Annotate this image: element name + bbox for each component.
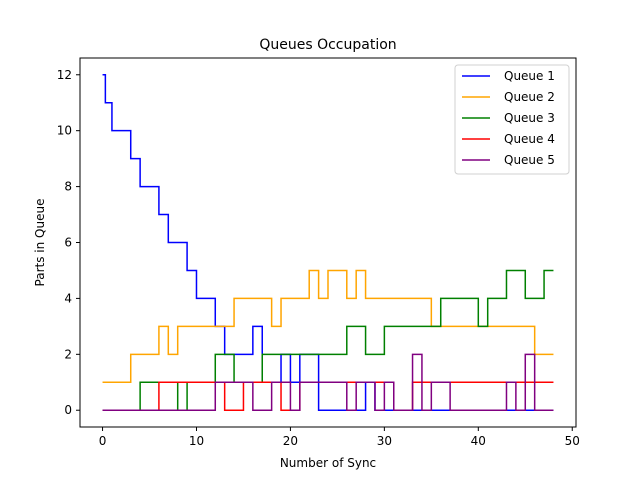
- chart-title: Queues Occupation: [259, 37, 396, 53]
- legend-label-queue-4: Queue 4: [504, 132, 555, 146]
- series-line-queue-5: [102, 353, 554, 411]
- legend-label-queue-5: Queue 5: [504, 153, 555, 167]
- series-line-queue-3: [102, 269, 554, 411]
- legend-label-queue-2: Queue 2: [504, 90, 555, 104]
- y-axis-ticks: 0 2 4 6 8 10 12: [57, 68, 80, 417]
- legend-frame: [454, 64, 570, 175]
- series-group: [102, 74, 554, 411]
- y-tick-label: 4: [64, 291, 72, 305]
- y-axis-label: Parts in Queue: [33, 199, 47, 287]
- x-tick-label: 50: [565, 434, 580, 448]
- x-tick-label: 0: [99, 434, 107, 448]
- x-axis-label: Number of Sync: [280, 456, 376, 470]
- series-line-queue-4: [102, 381, 554, 411]
- y-tick-label: 12: [57, 68, 72, 82]
- y-tick-label: 2: [64, 347, 72, 361]
- x-axis-ticks: 0 10 20 30 40 50: [99, 427, 580, 448]
- x-tick-label: 10: [189, 434, 204, 448]
- y-tick-label: 0: [64, 403, 72, 417]
- x-tick-label: 30: [377, 434, 392, 448]
- x-tick-label: 40: [471, 434, 486, 448]
- legend-label-queue-3: Queue 3: [504, 111, 555, 125]
- y-tick-label: 10: [57, 124, 72, 138]
- legend: Queue 1 Queue 2 Queue 3 Queue 4 Queue 5: [454, 64, 570, 175]
- series-line-queue-2: [102, 269, 554, 384]
- x-tick-label: 20: [283, 434, 298, 448]
- y-tick-label: 8: [64, 180, 72, 194]
- y-tick-label: 6: [64, 236, 72, 250]
- legend-label-queue-1: Queue 1: [504, 69, 555, 83]
